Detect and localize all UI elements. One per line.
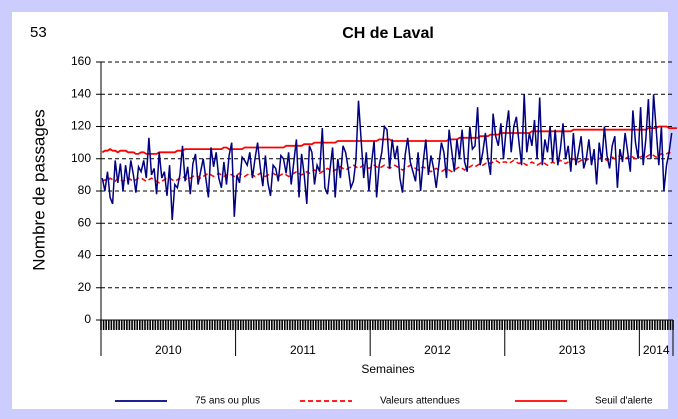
series-line bbox=[101, 94, 673, 221]
y-tick-label: 140 bbox=[71, 86, 91, 100]
legend-label: Seuil d'alerte bbox=[595, 396, 653, 407]
legend-label: 75 ans ou plus bbox=[195, 396, 260, 407]
chart-title: CH de Laval bbox=[342, 25, 434, 42]
x-group-label: 2011 bbox=[290, 343, 316, 357]
series-line bbox=[101, 125, 677, 155]
y-axis-label: Nombre de passages bbox=[29, 109, 48, 271]
y-tick-label: 40 bbox=[78, 248, 92, 262]
y-tick-label: 60 bbox=[78, 215, 92, 229]
chart-area bbox=[12, 12, 668, 409]
x-axis-label: Semaines bbox=[361, 362, 414, 376]
legend-label: Valeurs attendues bbox=[380, 396, 460, 407]
y-tick-label: 0 bbox=[84, 312, 91, 326]
y-tick-label: 120 bbox=[71, 119, 91, 133]
x-group-label: 2010 bbox=[155, 343, 182, 357]
y-tick-label: 20 bbox=[78, 280, 92, 294]
y-tick-label: 100 bbox=[71, 151, 91, 165]
page-number: 53 bbox=[30, 24, 47, 41]
x-group-label: 2012 bbox=[424, 343, 451, 357]
x-group-label: 2014 bbox=[643, 343, 670, 357]
y-tick-label: 160 bbox=[71, 54, 91, 68]
x-group-label: 2013 bbox=[559, 343, 586, 357]
y-tick-label: 80 bbox=[78, 183, 92, 197]
